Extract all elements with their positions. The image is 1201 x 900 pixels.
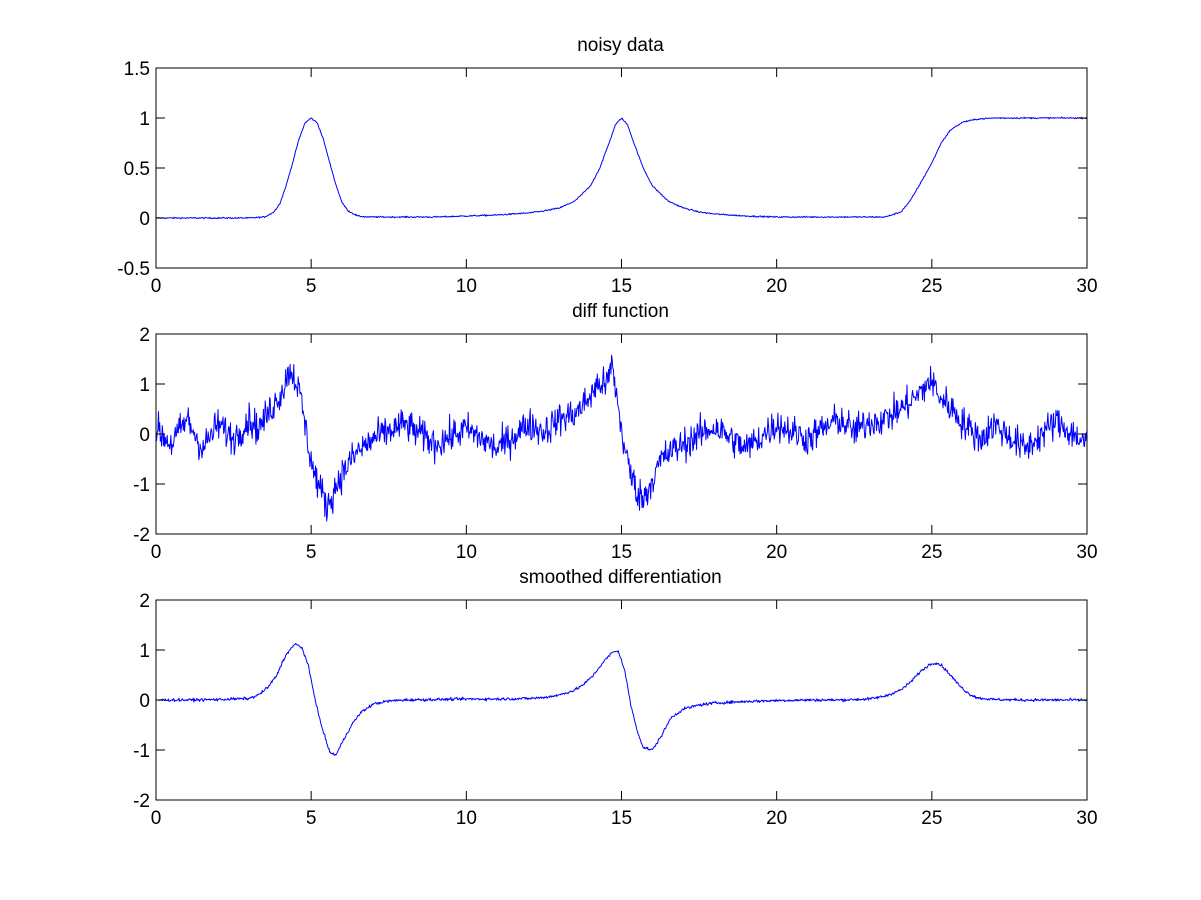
y-tick-label: 0.5 — [124, 159, 150, 180]
tick-layer: 0 5 10 15 20 25 30 -2 -1 0 1 2 — [133, 591, 1097, 829]
y-tick-label: 2 — [139, 591, 150, 612]
x-tick-label: 5 — [306, 276, 317, 297]
x-tick-label: 5 — [306, 542, 317, 563]
axes-frame — [155, 599, 1088, 801]
x-tick-label: 0 — [151, 808, 162, 829]
y-tick-label: -2 — [133, 791, 150, 812]
series-line — [155, 116, 1088, 220]
y-tick-label: -0.5 — [117, 259, 150, 280]
y-tick-label: -2 — [133, 525, 150, 546]
panel-title: diff function — [572, 301, 669, 322]
x-tick-label: 25 — [921, 542, 942, 563]
y-tick-label: 2 — [139, 325, 150, 346]
x-tick-label: 5 — [306, 808, 317, 829]
y-tick-label: 1 — [139, 375, 150, 396]
x-tick-label: 25 — [921, 276, 942, 297]
y-tick-label: 1 — [139, 109, 150, 130]
series-line — [155, 642, 1088, 757]
x-tick-label: 20 — [766, 542, 787, 563]
x-tick-label: 20 — [766, 808, 787, 829]
y-tick-label: 0 — [139, 209, 150, 230]
axes-frame — [155, 333, 1088, 535]
x-tick-label: 30 — [1076, 276, 1097, 297]
panel-noisy-data: noisy data 0 5 10 15 20 25 30-0.500.511.5 — [117, 35, 1097, 297]
x-tick-label: 10 — [456, 276, 477, 297]
tick-layer: 0 5 10 15 20 25 30 -2 -1 0 1 2 — [133, 325, 1097, 563]
y-tick-label: 0 — [139, 691, 150, 712]
y-tick-label: -1 — [133, 475, 150, 496]
panel-diff-function: diff function 0 5 10 15 20 25 30 -2 -1 0 1 2 — [133, 301, 1097, 563]
y-tick-label: 1.5 — [124, 59, 150, 80]
y-tick-label: 1 — [139, 641, 150, 662]
y-tick-label: -1 — [133, 741, 150, 762]
x-tick-label: 15 — [611, 542, 632, 563]
x-tick-label: 30 — [1076, 808, 1097, 829]
tick-layer: 0 5 10 15 20 25 30-0.500.511.5 — [117, 59, 1097, 297]
x-tick-label: 25 — [921, 808, 942, 829]
series-line — [155, 354, 1088, 522]
x-tick-label: 15 — [611, 808, 632, 829]
panel-title: smoothed differentiation — [519, 567, 721, 588]
x-tick-label: 20 — [766, 276, 787, 297]
x-tick-label: 0 — [151, 542, 162, 563]
panel-smoothed-differentiation: smoothed differentiation 0 5 10 15 20 25 30-2-… — [133, 567, 1097, 829]
x-tick-label: 30 — [1076, 542, 1097, 563]
panel-title: noisy data — [577, 35, 664, 56]
y-tick-label: 0 — [139, 425, 150, 446]
x-tick-label: 15 — [611, 276, 632, 297]
x-tick-label: 0 — [151, 276, 162, 297]
x-tick-label: 10 — [456, 542, 477, 563]
x-tick-label: 10 — [456, 808, 477, 829]
axes-frame — [155, 67, 1088, 269]
